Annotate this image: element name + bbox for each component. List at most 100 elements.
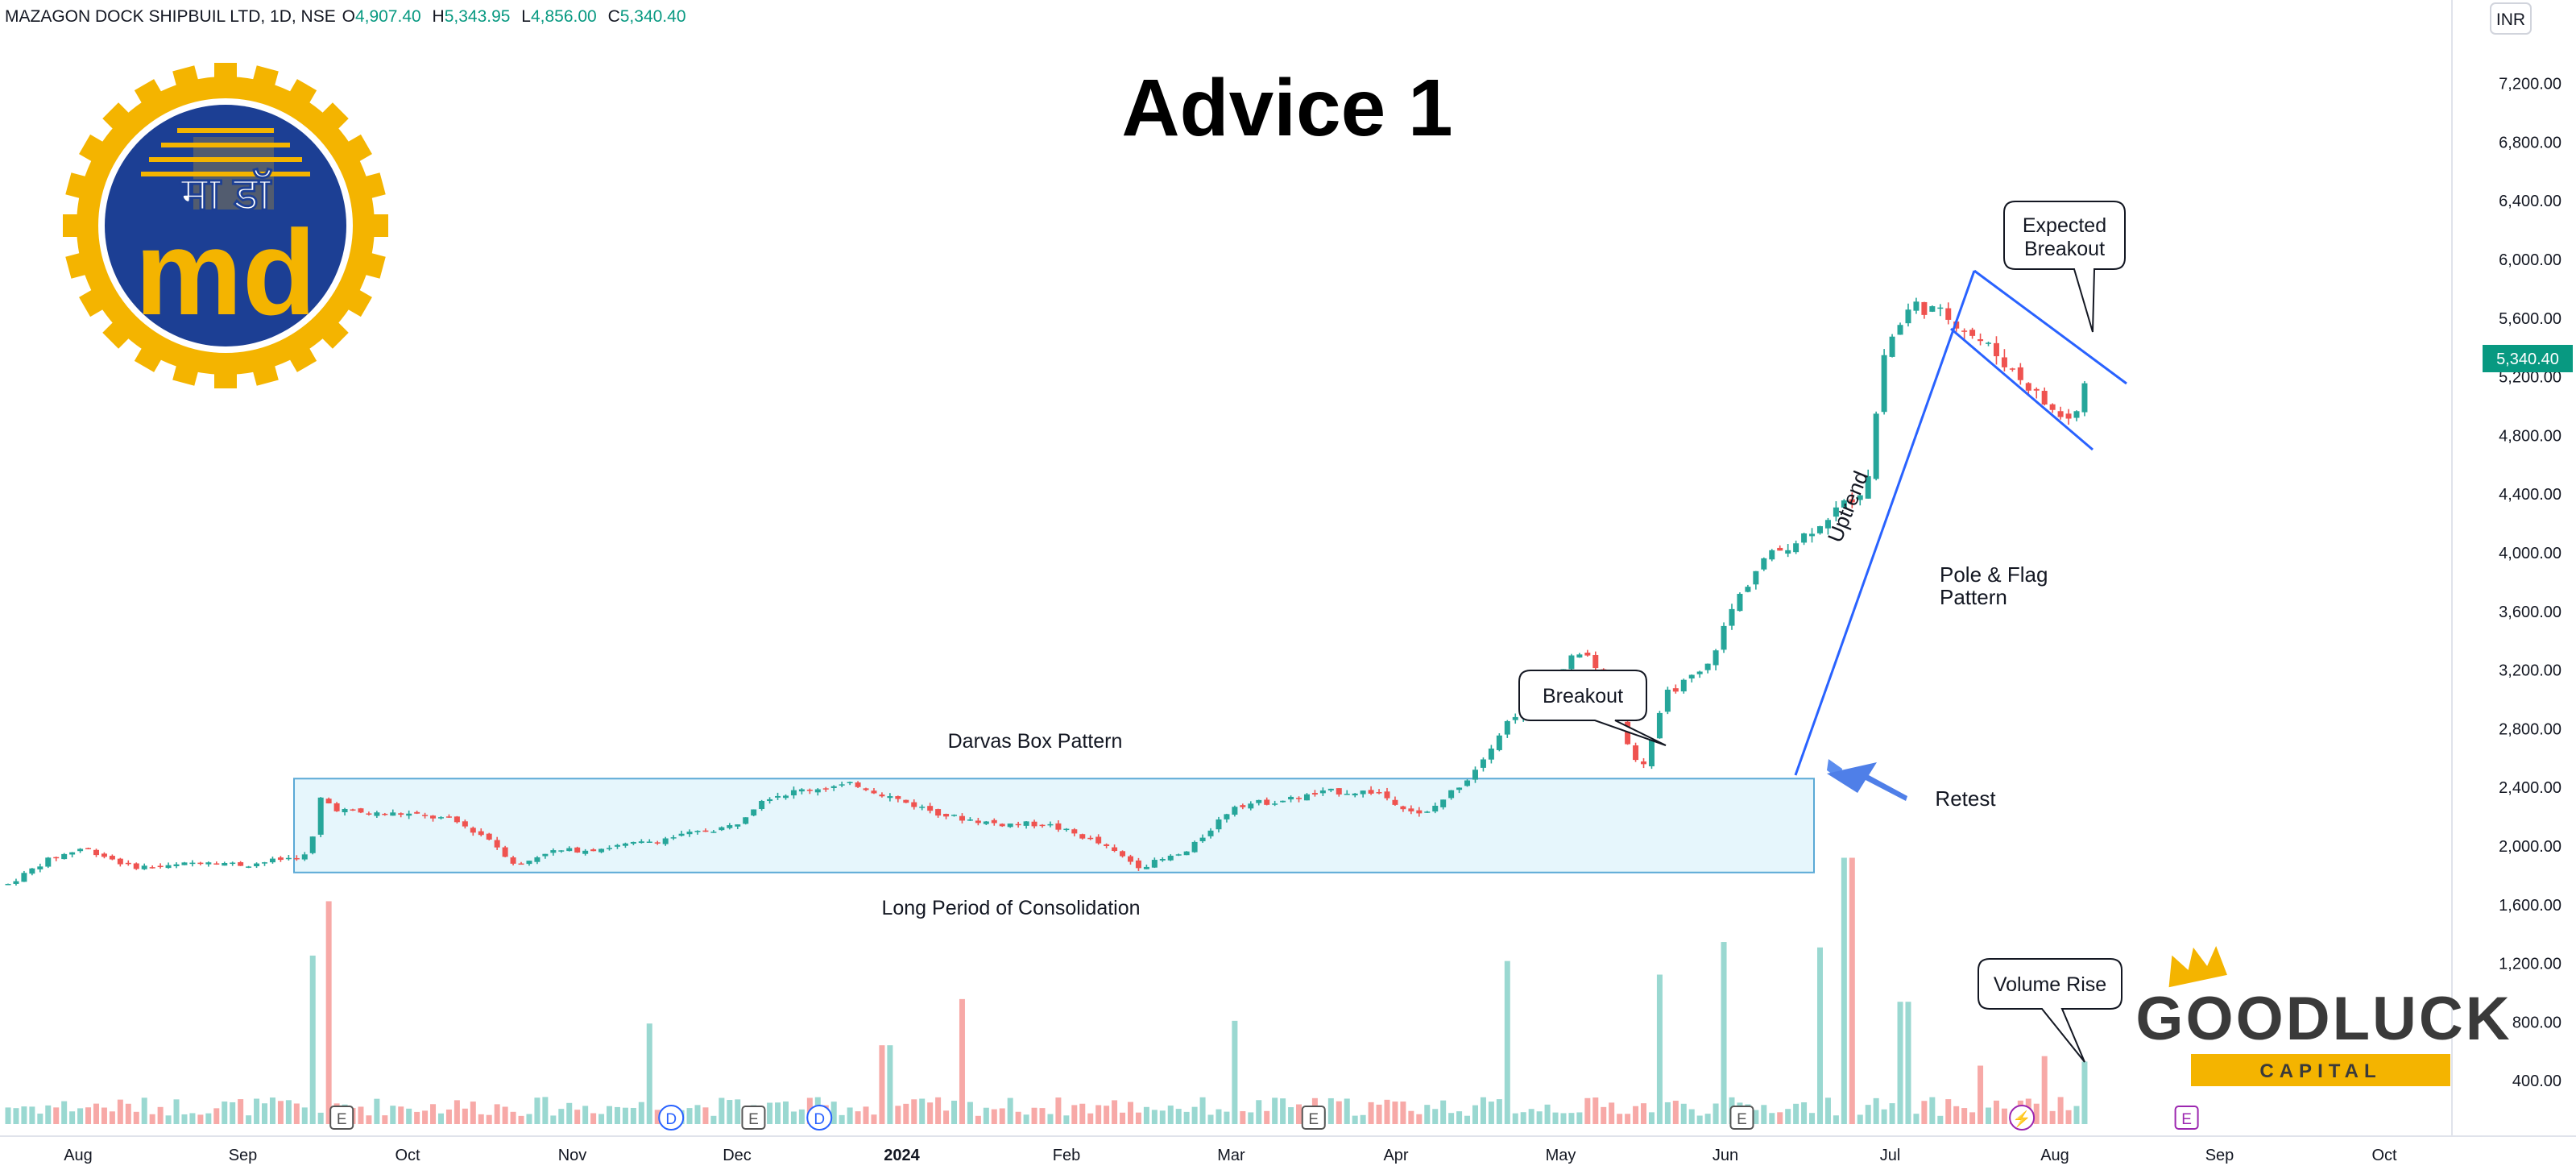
volume-bar [526,1114,532,1124]
volume-bar [1905,1002,1911,1124]
volume-bar [967,1102,973,1124]
volume-bar [29,1106,35,1124]
candle-body [414,811,420,814]
candle-body [727,825,733,828]
candle-body [238,862,244,866]
candle-body [117,858,123,865]
candle-body [574,847,581,853]
candle-body [839,784,845,786]
candle-body [2017,367,2023,380]
volume-bar [654,1110,661,1124]
candle-body [1488,748,1494,760]
volume-bar [2073,1106,2080,1124]
candle-body [855,782,861,787]
candle-body [1440,799,1447,807]
candle-body [927,806,934,811]
candle-body [895,796,901,799]
volume-bar [1704,1114,1711,1124]
candle-body [398,813,404,815]
candle-body [1945,308,1952,320]
volume-bar [1617,1114,1623,1124]
candle-body [1777,547,1783,551]
price-axis: 400.00 800.00 1,200.00 1,600.00 2,000.00 2,40… [2499,76,2562,1091]
candle-body [1047,824,1054,826]
candle-body [1167,855,1174,861]
volume-bar [1953,1106,1960,1124]
candle-body [1785,550,1791,554]
volume-bar [1560,1113,1567,1124]
volume-bar [1135,1112,1141,1124]
volume-bar [230,1102,236,1124]
volume-bar [5,1107,11,1124]
pole-flag-label: Pole & Flag [1940,562,2048,587]
candle-body [342,809,348,813]
candle-body [486,833,492,840]
volume-bar [366,1115,372,1124]
candle-body [526,861,532,865]
candle-body [959,815,965,821]
candle-body [1311,793,1318,795]
symbol-text: MAZAGON DOCK SHIPBUIL LTD, 1D, NSE [5,7,336,26]
candle-body [550,850,557,853]
y-tick-label: 2,400.00 [2499,779,2562,797]
y-tick-label: 7,200.00 [2499,76,2562,93]
event-marker-label: E [2181,1111,2192,1128]
volume-bar [285,1100,292,1124]
volume-bar [1336,1101,1342,1124]
event-marker: E [1729,1106,1754,1130]
candle-body [999,824,1005,827]
volume-bar [69,1111,76,1124]
volume-bar [453,1100,460,1124]
volume-bar [1360,1114,1366,1124]
volume-bar [887,1045,893,1124]
candle-body [1272,803,1278,805]
event-marker: E [1301,1106,1326,1130]
candle-body [582,850,589,854]
candle-body [1464,780,1471,786]
candle-body [222,862,228,866]
candle-body [751,809,757,816]
volume-bar [1112,1100,1118,1124]
candle-body [301,854,308,860]
volume-bar [414,1111,420,1124]
candle-body [1376,792,1382,794]
candle-body [743,817,749,824]
candle-body [1761,558,1767,570]
time-axis: Aug Sep Oct Nov Dec 2024 Feb Mar Apr May Jun Jul Aug… [64,1147,2397,1164]
candle-body [101,853,107,857]
candle-body [382,813,388,815]
candle-body [630,841,636,844]
breakout-label: Breakout [1543,685,1623,707]
candle-body [983,821,989,824]
close-label: C [608,7,620,26]
volume-bar [590,1113,597,1124]
last-price-tag [2483,345,2573,372]
volume-bar [1841,857,1847,1124]
candle-body [1688,674,1695,678]
candle-body [1055,823,1062,830]
candle-body [309,836,316,853]
candle-body [1576,654,1583,658]
volume-bar [1969,1112,1976,1124]
candle-body [1873,413,1879,479]
volume-bar [45,1105,52,1124]
uptrend-line [1794,270,1976,776]
candle-body [1857,495,1863,500]
volume-bar [13,1108,19,1124]
candle-body [350,809,356,811]
volume-bar [2057,1097,2064,1124]
volume-bar [1039,1108,1046,1124]
candle-body [607,848,613,849]
candle-body [69,852,76,855]
y-tick-label: 4,800.00 [2499,427,2562,445]
volume-bar [638,1102,644,1124]
candle-body [470,828,476,833]
volume-bar [1031,1107,1037,1124]
high-value: 5,343.95 [445,7,511,26]
candle-body [1424,811,1431,813]
volume-bar [133,1111,139,1124]
currency-box[interactable] [2490,2,2532,35]
candle-body [478,831,484,836]
candle-body [293,857,300,860]
